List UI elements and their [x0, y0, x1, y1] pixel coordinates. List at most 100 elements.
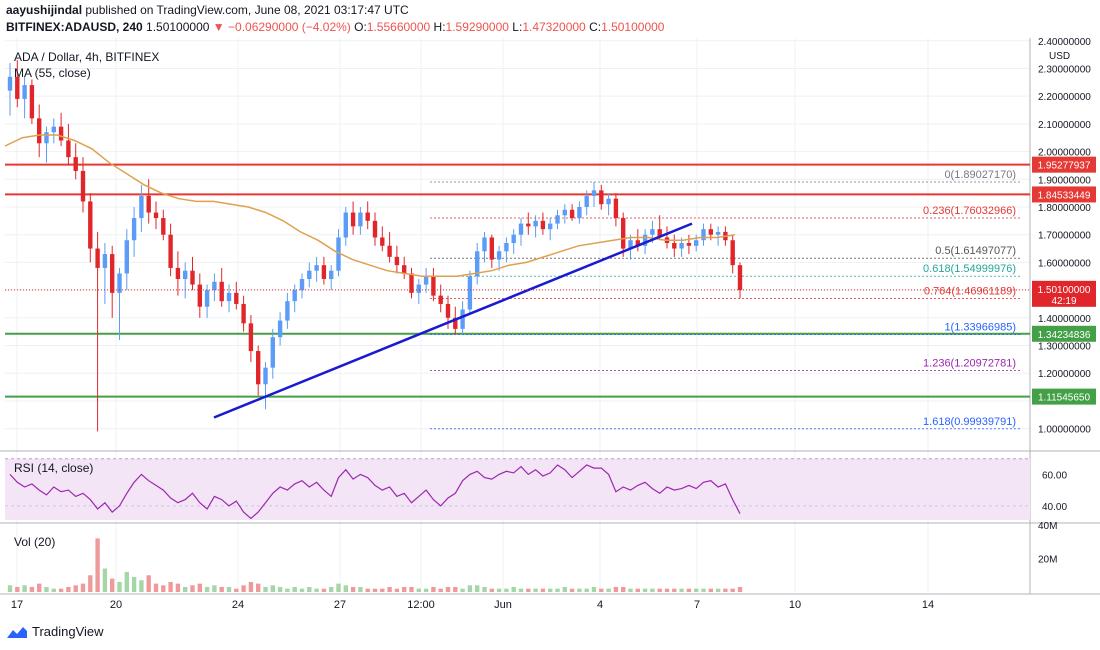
- volume-bar: [22, 585, 27, 592]
- high-label: H:: [433, 20, 446, 34]
- volume-bar: [606, 588, 611, 592]
- candle-body: [526, 223, 531, 227]
- candle-body: [22, 85, 27, 99]
- volume-bar: [131, 576, 137, 592]
- volume-bar: [526, 588, 531, 592]
- candle-body: [7, 76, 13, 91]
- level-price-label: 1.11545650: [1038, 393, 1091, 404]
- volume-bar: [248, 581, 254, 592]
- volume-bar: [555, 588, 560, 592]
- ma55-line: [4, 134, 736, 277]
- tradingview-logo-icon: [7, 626, 27, 638]
- candle-body: [409, 273, 414, 293]
- candle-timer-label: 42:19: [1051, 296, 1076, 307]
- candle-body: [548, 223, 553, 230]
- volume-bar: [380, 588, 385, 592]
- candle-body: [394, 256, 400, 266]
- candle-body: [372, 220, 378, 238]
- volume-bar: [270, 585, 275, 592]
- volume-bar: [686, 588, 692, 592]
- level-price-label: 1.84533449: [1038, 190, 1091, 201]
- volume-bar: [175, 583, 181, 592]
- volume-bar: [29, 586, 35, 592]
- volume-bar: [7, 585, 13, 592]
- candle-body: [628, 240, 633, 249]
- volume-bar: [387, 586, 392, 592]
- volume-bar: [219, 586, 224, 592]
- candle-body: [336, 237, 341, 271]
- fibonacci-retracement[interactable]: 0(1.89027170) 0.236(1.76032966) 0.5(1.6149…: [430, 169, 1022, 430]
- open-value: 1.55660000: [366, 20, 431, 34]
- candle-body: [15, 76, 20, 99]
- volume-bar: [723, 588, 728, 592]
- candle-body: [708, 229, 713, 235]
- price-tick-label: 1.80000000: [1038, 203, 1091, 214]
- volume-bar: [664, 588, 670, 592]
- rsi-tick-label: 60.00: [1042, 470, 1067, 481]
- candle-body: [511, 234, 516, 243]
- price-tick-label: 1.00000000: [1038, 425, 1091, 436]
- low-label: L:: [512, 20, 523, 34]
- current-price-tag: [1032, 280, 1096, 307]
- volume-bar: [489, 588, 494, 592]
- candle-body: [95, 248, 100, 268]
- volume-bar: [66, 586, 71, 592]
- ma-legend: MA (55, close): [14, 66, 91, 80]
- candle-body: [219, 281, 224, 302]
- price-tick-label: 1.60000000: [1038, 258, 1091, 269]
- price-chart[interactable]: 1.95277937 1.84533449 1.34234836 1.11545650…: [0, 0, 1100, 620]
- candle-body: [146, 195, 151, 213]
- volume-bar: [241, 585, 246, 592]
- candle-body: [307, 270, 312, 280]
- volume-bar: [285, 588, 290, 592]
- candle-body: [438, 295, 443, 304]
- volume-bar: [161, 585, 166, 592]
- publish-info: aayushijindal published on TradingView.c…: [6, 3, 409, 17]
- volume-bar: [263, 586, 268, 592]
- volume-bar: [51, 588, 56, 592]
- volume-bar: [584, 588, 589, 592]
- price-tick-label: 1.30000000: [1038, 342, 1091, 353]
- fib-level-label: 1.236(1.20972781): [923, 358, 1016, 370]
- time-tick-label: 7: [694, 599, 700, 611]
- volume-bar: [394, 588, 400, 592]
- volume-bar: [226, 586, 232, 592]
- candle-body: [80, 170, 86, 202]
- high-value: 1.59290000: [445, 20, 509, 34]
- candle-body: [263, 367, 268, 385]
- volume-bar: [117, 581, 122, 592]
- candle-body: [584, 195, 589, 207]
- candle-body: [642, 234, 648, 246]
- candle-body: [540, 220, 546, 230]
- volume-bar: [358, 586, 363, 592]
- volume-bar: [467, 585, 473, 592]
- candle-body: [131, 218, 137, 241]
- candle-body: [380, 237, 385, 246]
- candle-body: [88, 201, 93, 249]
- volume-bar: [694, 588, 699, 592]
- candle-body: [650, 229, 655, 235]
- time-axis[interactable]: 17 20 24 27 12:00 Jun 4 7 10 14: [11, 599, 934, 611]
- volume-bar: [591, 586, 597, 592]
- candle-body: [204, 290, 210, 307]
- rsi-pane: 60.00 40.00: [5, 458, 1067, 520]
- volume-bar: [423, 588, 429, 592]
- trendline[interactable]: [213, 222, 693, 419]
- candle-body: [168, 234, 173, 268]
- tradingview-footer[interactable]: TradingView: [6, 624, 104, 639]
- candle-body: [475, 251, 480, 277]
- volume-tick-label: 20M: [1038, 555, 1057, 566]
- volume-bar: [146, 575, 151, 592]
- time-tick-label: Jun: [494, 599, 512, 611]
- volume-bar: [343, 585, 348, 592]
- volume-bar: [431, 586, 436, 592]
- candle-body: [555, 215, 560, 224]
- price-tick-label: 2.10000000: [1038, 120, 1091, 131]
- candle-body: [212, 281, 217, 291]
- close-label: C:: [589, 20, 602, 34]
- candle-body: [496, 251, 502, 260]
- volume-bar: [577, 588, 582, 592]
- volume-bar: [409, 586, 414, 592]
- volume-bar: [475, 585, 480, 592]
